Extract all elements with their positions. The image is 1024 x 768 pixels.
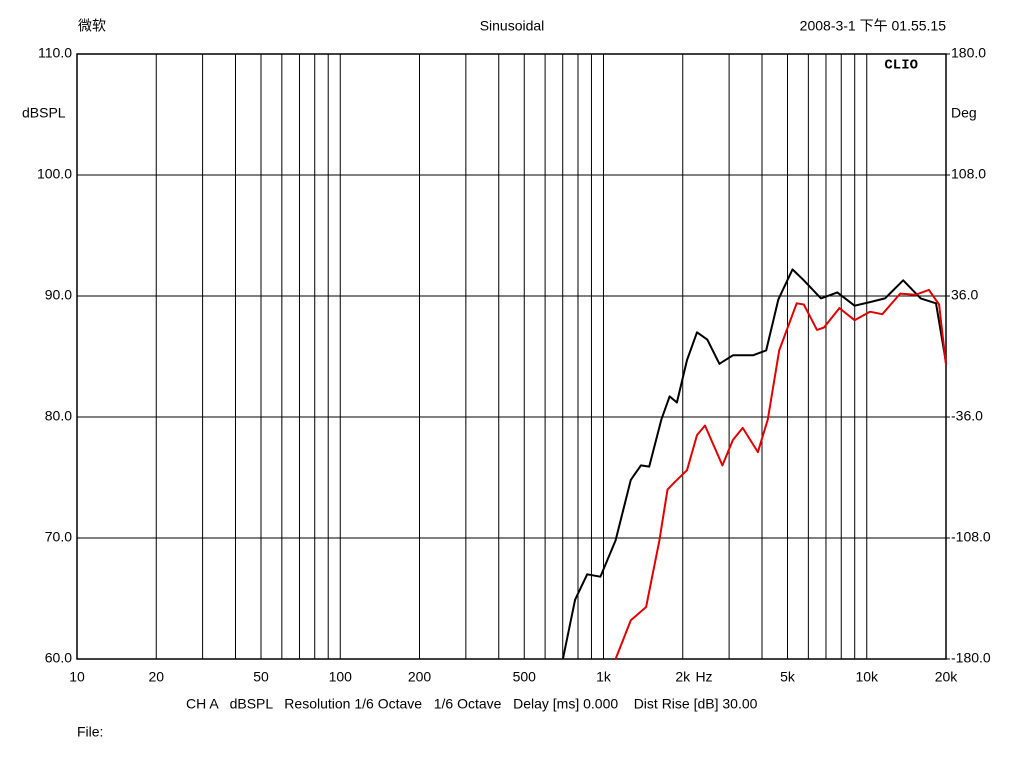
y-tick-label: 60.0 [45, 650, 72, 666]
series-line [561, 268, 947, 660]
x-tick-label: 500 [513, 669, 537, 685]
x-tick-label: 20k [935, 669, 959, 685]
x-tick-label: 10 [69, 669, 85, 685]
brand: CLIO [884, 58, 918, 74]
x-tick-label: 200 [408, 669, 432, 685]
x-tick-label: 10k [855, 669, 879, 685]
chart-title: Sinusoidal [480, 18, 545, 34]
y2-tick-label: 108.0 [951, 166, 986, 182]
x-tick-label: 5k [780, 669, 796, 685]
x-tick-label: 2k [675, 669, 691, 685]
y2-tick-label: 180.0 [951, 45, 986, 61]
y2-tick-label: 36.0 [951, 287, 978, 303]
x-tick-label: 1k [596, 669, 612, 685]
file-label: File: [77, 724, 103, 740]
x-axis-label: Hz [695, 669, 712, 685]
y-tick-label: 80.0 [45, 408, 72, 424]
header-left: 微软 [78, 18, 106, 34]
y2-axis-label: Deg [951, 105, 977, 121]
x-tick-label: 100 [329, 669, 353, 685]
y-axis-label: dBSPL [22, 105, 66, 121]
y-tick-label: 70.0 [45, 529, 72, 545]
footer: CH A dBSPL Resolution 1/6 Octave 1/6 Oct… [186, 696, 758, 712]
y2-tick-label: -108.0 [951, 529, 991, 545]
x-tick-label: 20 [148, 669, 164, 685]
series-line [614, 288, 947, 660]
x-tick-label: 50 [253, 669, 269, 685]
y-tick-label: 110.0 [38, 45, 72, 61]
y-tick-label: 100.0 [37, 166, 72, 182]
y2-tick-label: -36.0 [951, 408, 983, 424]
y2-tick-label: -180.0 [951, 650, 991, 666]
y-tick-label: 90.0 [45, 287, 72, 303]
timestamp: 2008-3-1 下午 01.55.15 [800, 18, 947, 34]
